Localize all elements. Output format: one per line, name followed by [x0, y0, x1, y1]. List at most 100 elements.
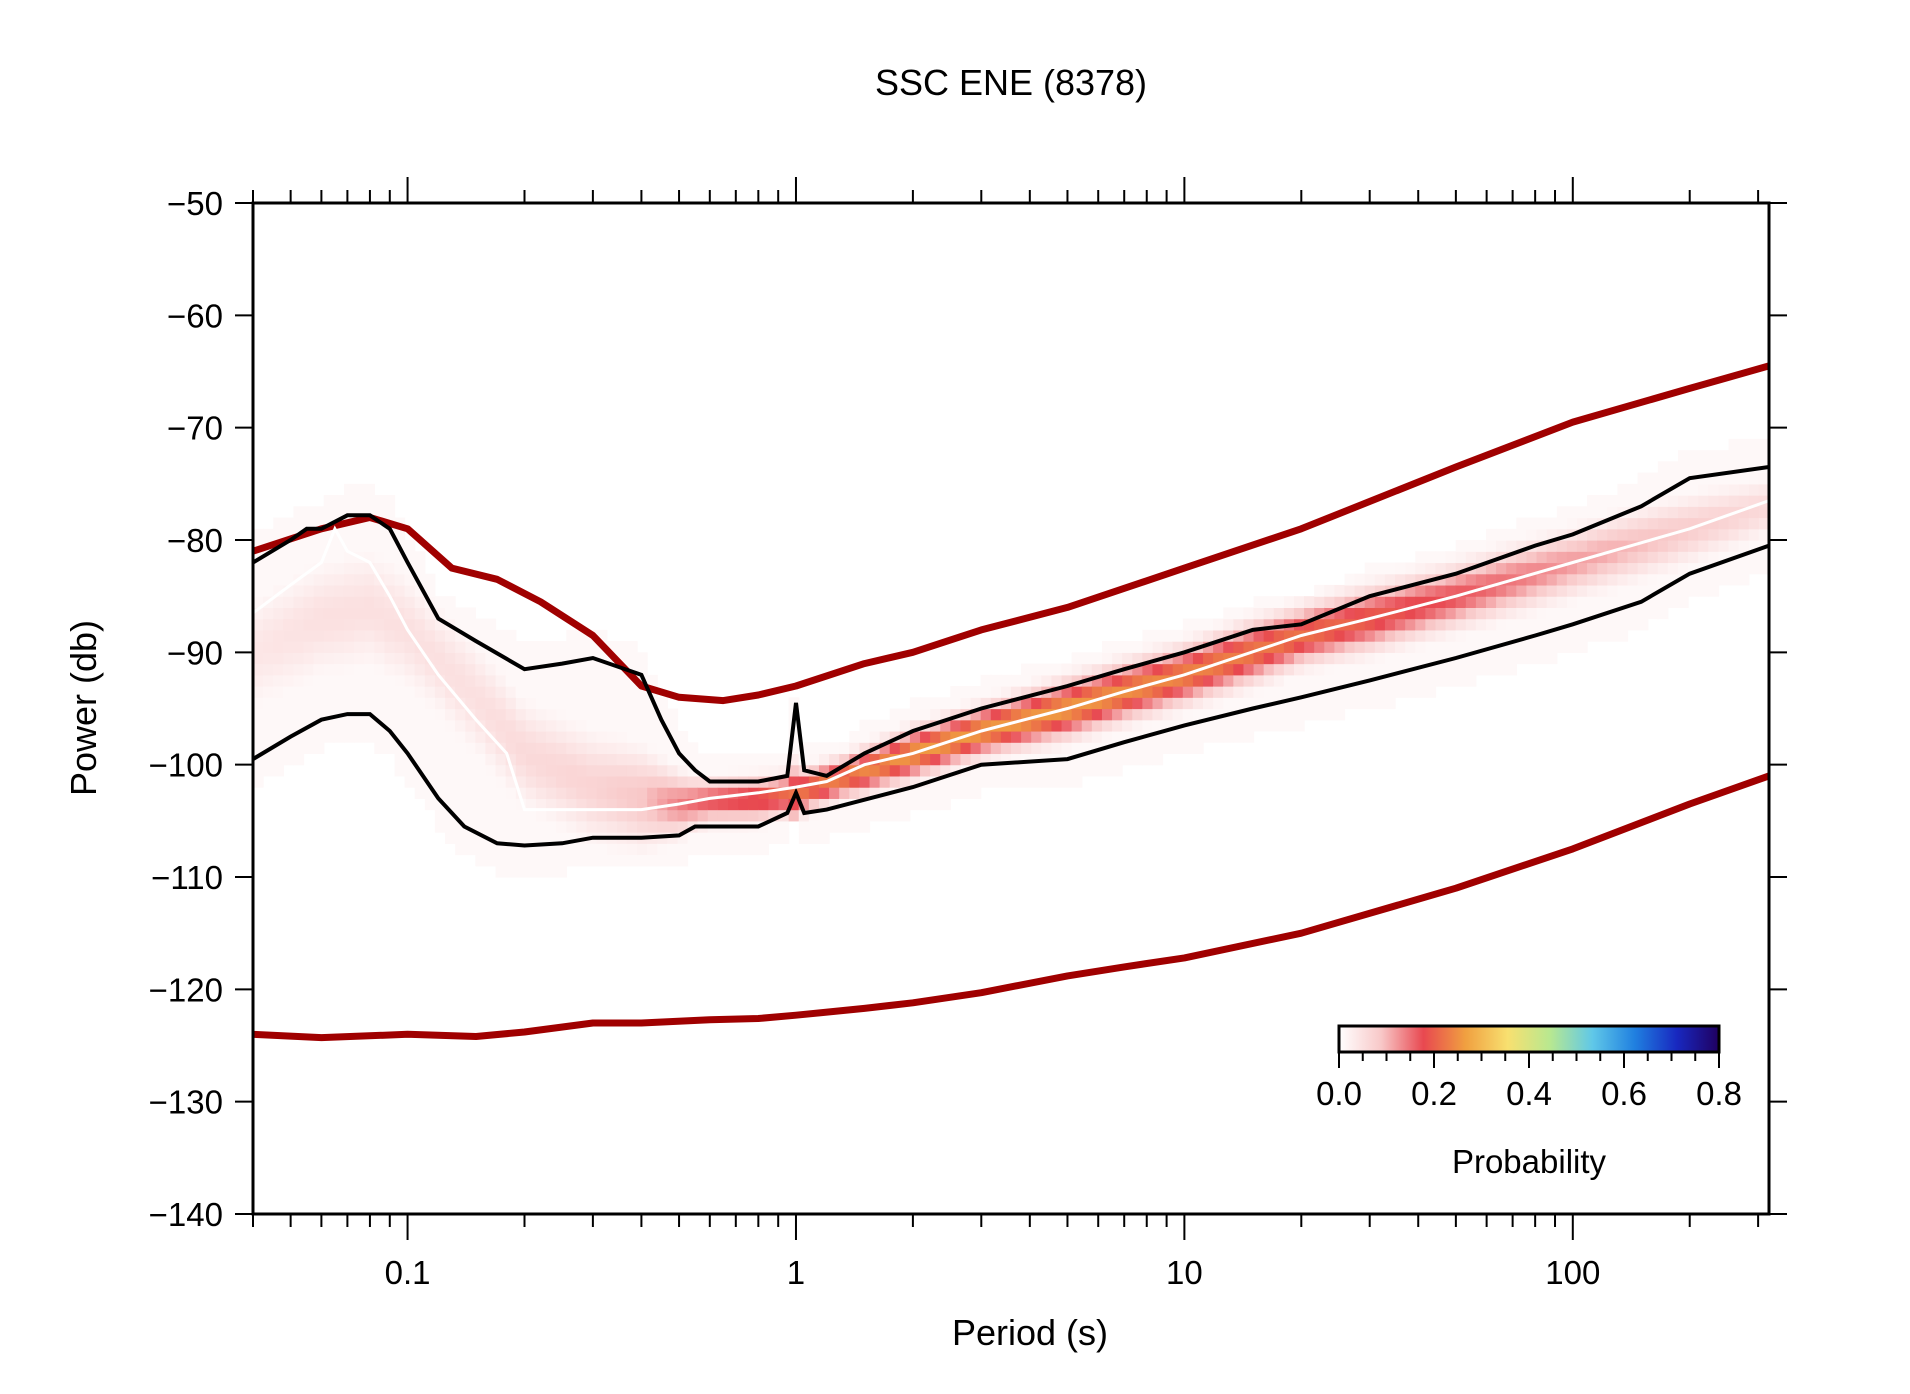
pdf-cell [1435, 663, 1447, 676]
pdf-cell [374, 506, 385, 519]
pdf-cell [364, 562, 375, 575]
pdf-cell [424, 674, 436, 687]
pdf-cell [899, 798, 911, 811]
pdf-cell [1617, 607, 1629, 620]
pdf-cell [1526, 641, 1538, 653]
pdf-cell [1516, 596, 1528, 608]
pdf-cell [1192, 674, 1204, 687]
pdf-cell [445, 686, 456, 698]
pdf-cell [970, 775, 982, 788]
pdf-cell [313, 697, 325, 710]
pdf-cell [434, 787, 446, 799]
pdf-cell [1526, 618, 1538, 631]
pdf-cell [707, 832, 719, 844]
pdf-cell [728, 764, 739, 777]
pdf-cell [556, 753, 567, 766]
pdf-cell [990, 775, 1002, 788]
pdf-cell [1203, 719, 1214, 732]
pdf-cell [1253, 663, 1265, 676]
pdf-cell [273, 674, 284, 687]
pdf-cell [576, 742, 588, 755]
pdf-cell [1304, 607, 1315, 620]
pdf-cell [1647, 551, 1659, 564]
pdf-cell [1455, 573, 1467, 586]
pdf-cell [1536, 629, 1548, 642]
pdf-cell [485, 708, 497, 721]
pdf-cell [940, 787, 951, 799]
pdf-cell [384, 551, 396, 564]
pdf-cell [1233, 686, 1245, 698]
pdf-cell [253, 528, 264, 541]
pdf-cell [1132, 753, 1143, 766]
pdf-cell [1283, 686, 1295, 698]
pdf-cell [293, 629, 305, 642]
pdf-cell [1758, 551, 1769, 564]
pdf-cell [515, 641, 527, 653]
pdf-cell [1576, 540, 1588, 552]
pdf-cell [1597, 562, 1608, 575]
pdf-cell [980, 730, 992, 743]
pdf-cell [940, 697, 951, 710]
pdf-cell [859, 820, 871, 833]
pdf-cell [1546, 618, 1558, 631]
pdf-cell [606, 753, 618, 766]
y-tick-label: −110 [151, 859, 223, 896]
pdf-cell [1455, 551, 1467, 564]
pdf-cell [273, 742, 284, 755]
pdf-cell [940, 753, 951, 766]
pdf-cell [1182, 652, 1194, 665]
pdf-cell [1718, 450, 1730, 462]
pdf-cell [1253, 708, 1265, 721]
pdf-cell [818, 809, 830, 822]
pdf-cell [525, 820, 537, 833]
pdf-cell [525, 764, 537, 777]
pdf-cell [1465, 596, 1477, 608]
pdf-cell [1051, 708, 1063, 721]
pdf-cell [1273, 641, 1285, 653]
pdf-cell [748, 764, 759, 777]
pdf-cell [1688, 528, 1699, 541]
pdf-cell [1587, 573, 1598, 586]
pdf-cell [303, 730, 315, 743]
pdf-cell [1253, 686, 1265, 698]
pdf-cell [495, 708, 507, 721]
pdf-cell [616, 854, 628, 867]
pdf-cell [414, 742, 426, 755]
pdf-cell [1293, 719, 1305, 732]
pdf-cell [283, 584, 295, 597]
pdf-cell [323, 596, 335, 608]
pdf-cell [576, 809, 588, 822]
pdf-cell [1354, 584, 1366, 597]
pdf-cell [343, 540, 355, 552]
pdf-cell [1203, 686, 1214, 698]
pdf-cell [980, 686, 992, 698]
pdf-cell [1637, 584, 1649, 597]
pdf-cell [1576, 584, 1588, 597]
pdf-cell [1546, 596, 1558, 608]
pdf-cell [1667, 461, 1679, 474]
pdf-cell [1688, 506, 1699, 519]
pdf-cell [374, 528, 385, 541]
pdf-cell [1384, 652, 1396, 665]
pdf-cell [879, 764, 891, 777]
pdf-cell [455, 832, 466, 844]
pdf-cell [859, 764, 871, 777]
pdf-cell [1304, 663, 1315, 676]
pdf-cell [495, 809, 507, 822]
pdf-cell [1395, 686, 1406, 698]
pdf-cell [535, 663, 547, 676]
pdf-cell [1647, 607, 1659, 620]
pdf-cell [990, 764, 1002, 777]
pdf-cell [909, 798, 921, 811]
pdf-cell [1405, 686, 1416, 698]
pdf-cell [1132, 719, 1143, 732]
pdf-cell [647, 674, 658, 687]
pdf-cell [1192, 652, 1204, 665]
pdf-cell [1314, 641, 1325, 653]
pdf-cell [1182, 641, 1194, 653]
pdf-cell [1324, 652, 1336, 665]
pdf-cell [1738, 472, 1750, 485]
pdf-cell [1122, 742, 1133, 755]
pdf-cell [364, 641, 375, 653]
pdf-cell [1142, 753, 1154, 766]
